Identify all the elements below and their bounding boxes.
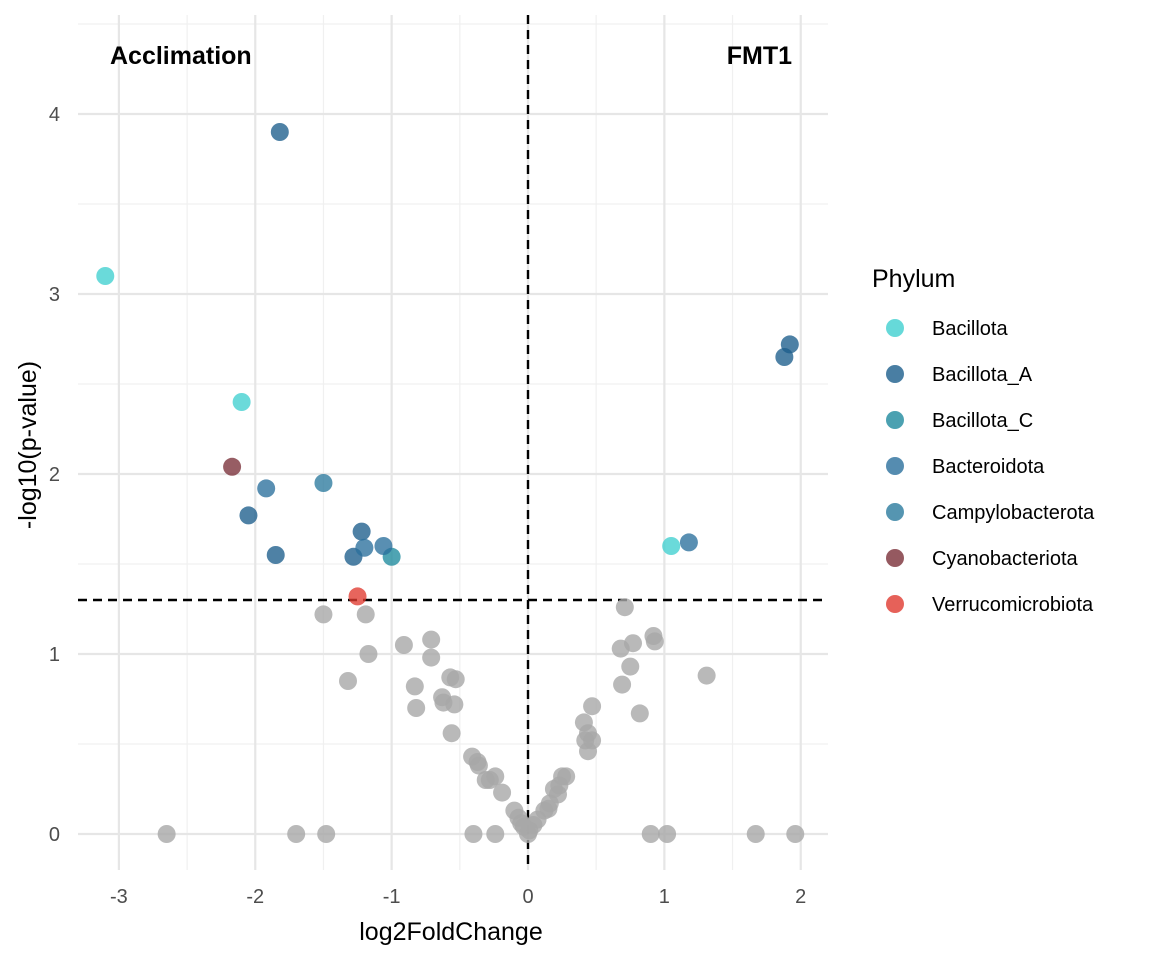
non-significant-point	[469, 756, 488, 775]
point-bacillota-a	[352, 522, 371, 541]
non-significant-point	[287, 825, 306, 843]
legend-label-bacillota-c: Bacillota_C	[932, 410, 1033, 432]
point-bacillota	[96, 267, 115, 285]
significance-reference-lines	[78, 15, 828, 870]
non-significant-point	[464, 825, 483, 843]
legend-key-bacillota-c	[886, 411, 904, 429]
non-significant-point	[630, 704, 649, 723]
y-tick-label: 2	[49, 464, 60, 486]
non-significant-point	[445, 695, 464, 714]
non-significant-point	[486, 825, 505, 843]
point-bacillota	[232, 393, 251, 411]
y-tick-label: 3	[49, 284, 60, 306]
non-significant-point	[157, 825, 176, 843]
point-bacteroidota	[679, 533, 698, 552]
point-bacteroidota	[374, 537, 393, 555]
legend-label-bacillota: Bacillota	[932, 318, 1008, 340]
non-significant-point	[405, 677, 424, 696]
non-significant-point	[615, 598, 634, 617]
non-significant-point	[407, 699, 426, 717]
non-significant-point	[446, 670, 465, 689]
point-bacteroidota	[257, 479, 276, 498]
non-significant-point	[422, 630, 441, 649]
point-cyanobacteriota	[223, 457, 242, 476]
y-tick-label: 4	[49, 104, 60, 126]
x-axis-title: log2FoldChange	[359, 918, 542, 946]
legend-label-verrucomicrobiota: Verrucomicrobiota	[932, 594, 1094, 616]
non-significant-point	[624, 634, 642, 653]
x-tick-label: -1	[383, 886, 401, 908]
legend-key-cyanobacteriota	[886, 549, 904, 567]
x-axis-ticks: -3 -2 -1 0 1 2	[110, 886, 806, 908]
minor-grid	[78, 15, 828, 870]
point-verrucomicrobiota	[348, 587, 367, 606]
point-bacteroidota	[355, 538, 374, 557]
non-significant-point	[621, 657, 640, 676]
y-tick-label: 0	[49, 824, 60, 846]
non-significant-point	[557, 767, 576, 786]
point-bacillota-a	[780, 335, 799, 354]
point-bacillota-a	[270, 123, 289, 141]
x-tick-label: 0	[522, 886, 533, 908]
non-significant-point	[539, 799, 558, 818]
legend-key-bacteroidota	[886, 457, 904, 475]
non-significant-point	[613, 675, 632, 694]
non-significant-point	[493, 783, 512, 802]
x-tick-label: 2	[795, 886, 806, 908]
legend-title: Phylum	[872, 265, 955, 293]
legend-items: Bacillota Bacillota_A Bacillota_C Bacteroid…	[886, 318, 1095, 616]
non-significant-point	[394, 636, 413, 654]
point-bacillota-a	[266, 546, 285, 564]
legend-key-campylobacterota	[886, 503, 904, 521]
non-significant-point	[697, 666, 716, 685]
legend-label-campylobacterota: Campylobacterota	[932, 502, 1095, 524]
non-significant-point	[486, 767, 505, 786]
legend-key-bacillota	[886, 319, 904, 337]
non-significant-point	[746, 825, 765, 843]
non-significant-point	[339, 672, 357, 690]
legend-label-cyanobacteriota: Cyanobacteriota	[932, 548, 1079, 570]
y-tick-label: 1	[49, 644, 60, 666]
x-tick-label: -2	[246, 886, 264, 908]
legend: Phylum BacillotaBacillota_ABacillota_CBa…	[872, 265, 1095, 616]
y-axis-ticks: 0 1 2 3 4	[49, 104, 60, 846]
non-significant-point	[356, 605, 375, 624]
annotation-fmt1: FMT1	[727, 42, 792, 70]
non-significant-point	[579, 742, 597, 761]
annotation-acclimation: Acclimation	[110, 42, 252, 70]
legend-label-bacteroidota: Bacteroidota	[932, 456, 1045, 478]
point-bacillota	[662, 537, 681, 555]
non-significant-point	[317, 825, 336, 843]
y-axis-title: -log10(p-value)	[14, 361, 42, 529]
non-significant-point	[658, 825, 677, 843]
legend-key-bacillota-a	[886, 365, 904, 383]
point-bacillota-a	[239, 506, 258, 525]
non-significant-point	[641, 825, 660, 843]
non-significant-point	[442, 724, 461, 743]
legend-key-verrucomicrobiota	[886, 595, 904, 613]
non-significant-point	[786, 825, 805, 843]
x-tick-label: 1	[659, 886, 670, 908]
non-significant-point	[583, 697, 602, 716]
data-points	[96, 123, 805, 843]
legend-label-bacillota-a: Bacillota_A	[932, 364, 1033, 386]
non-significant-point	[359, 645, 378, 663]
x-tick-label: -3	[110, 886, 128, 908]
point-campylobacterota	[314, 474, 333, 492]
non-significant-point	[645, 632, 664, 651]
non-significant-point	[422, 648, 441, 667]
non-significant-point	[314, 605, 333, 624]
